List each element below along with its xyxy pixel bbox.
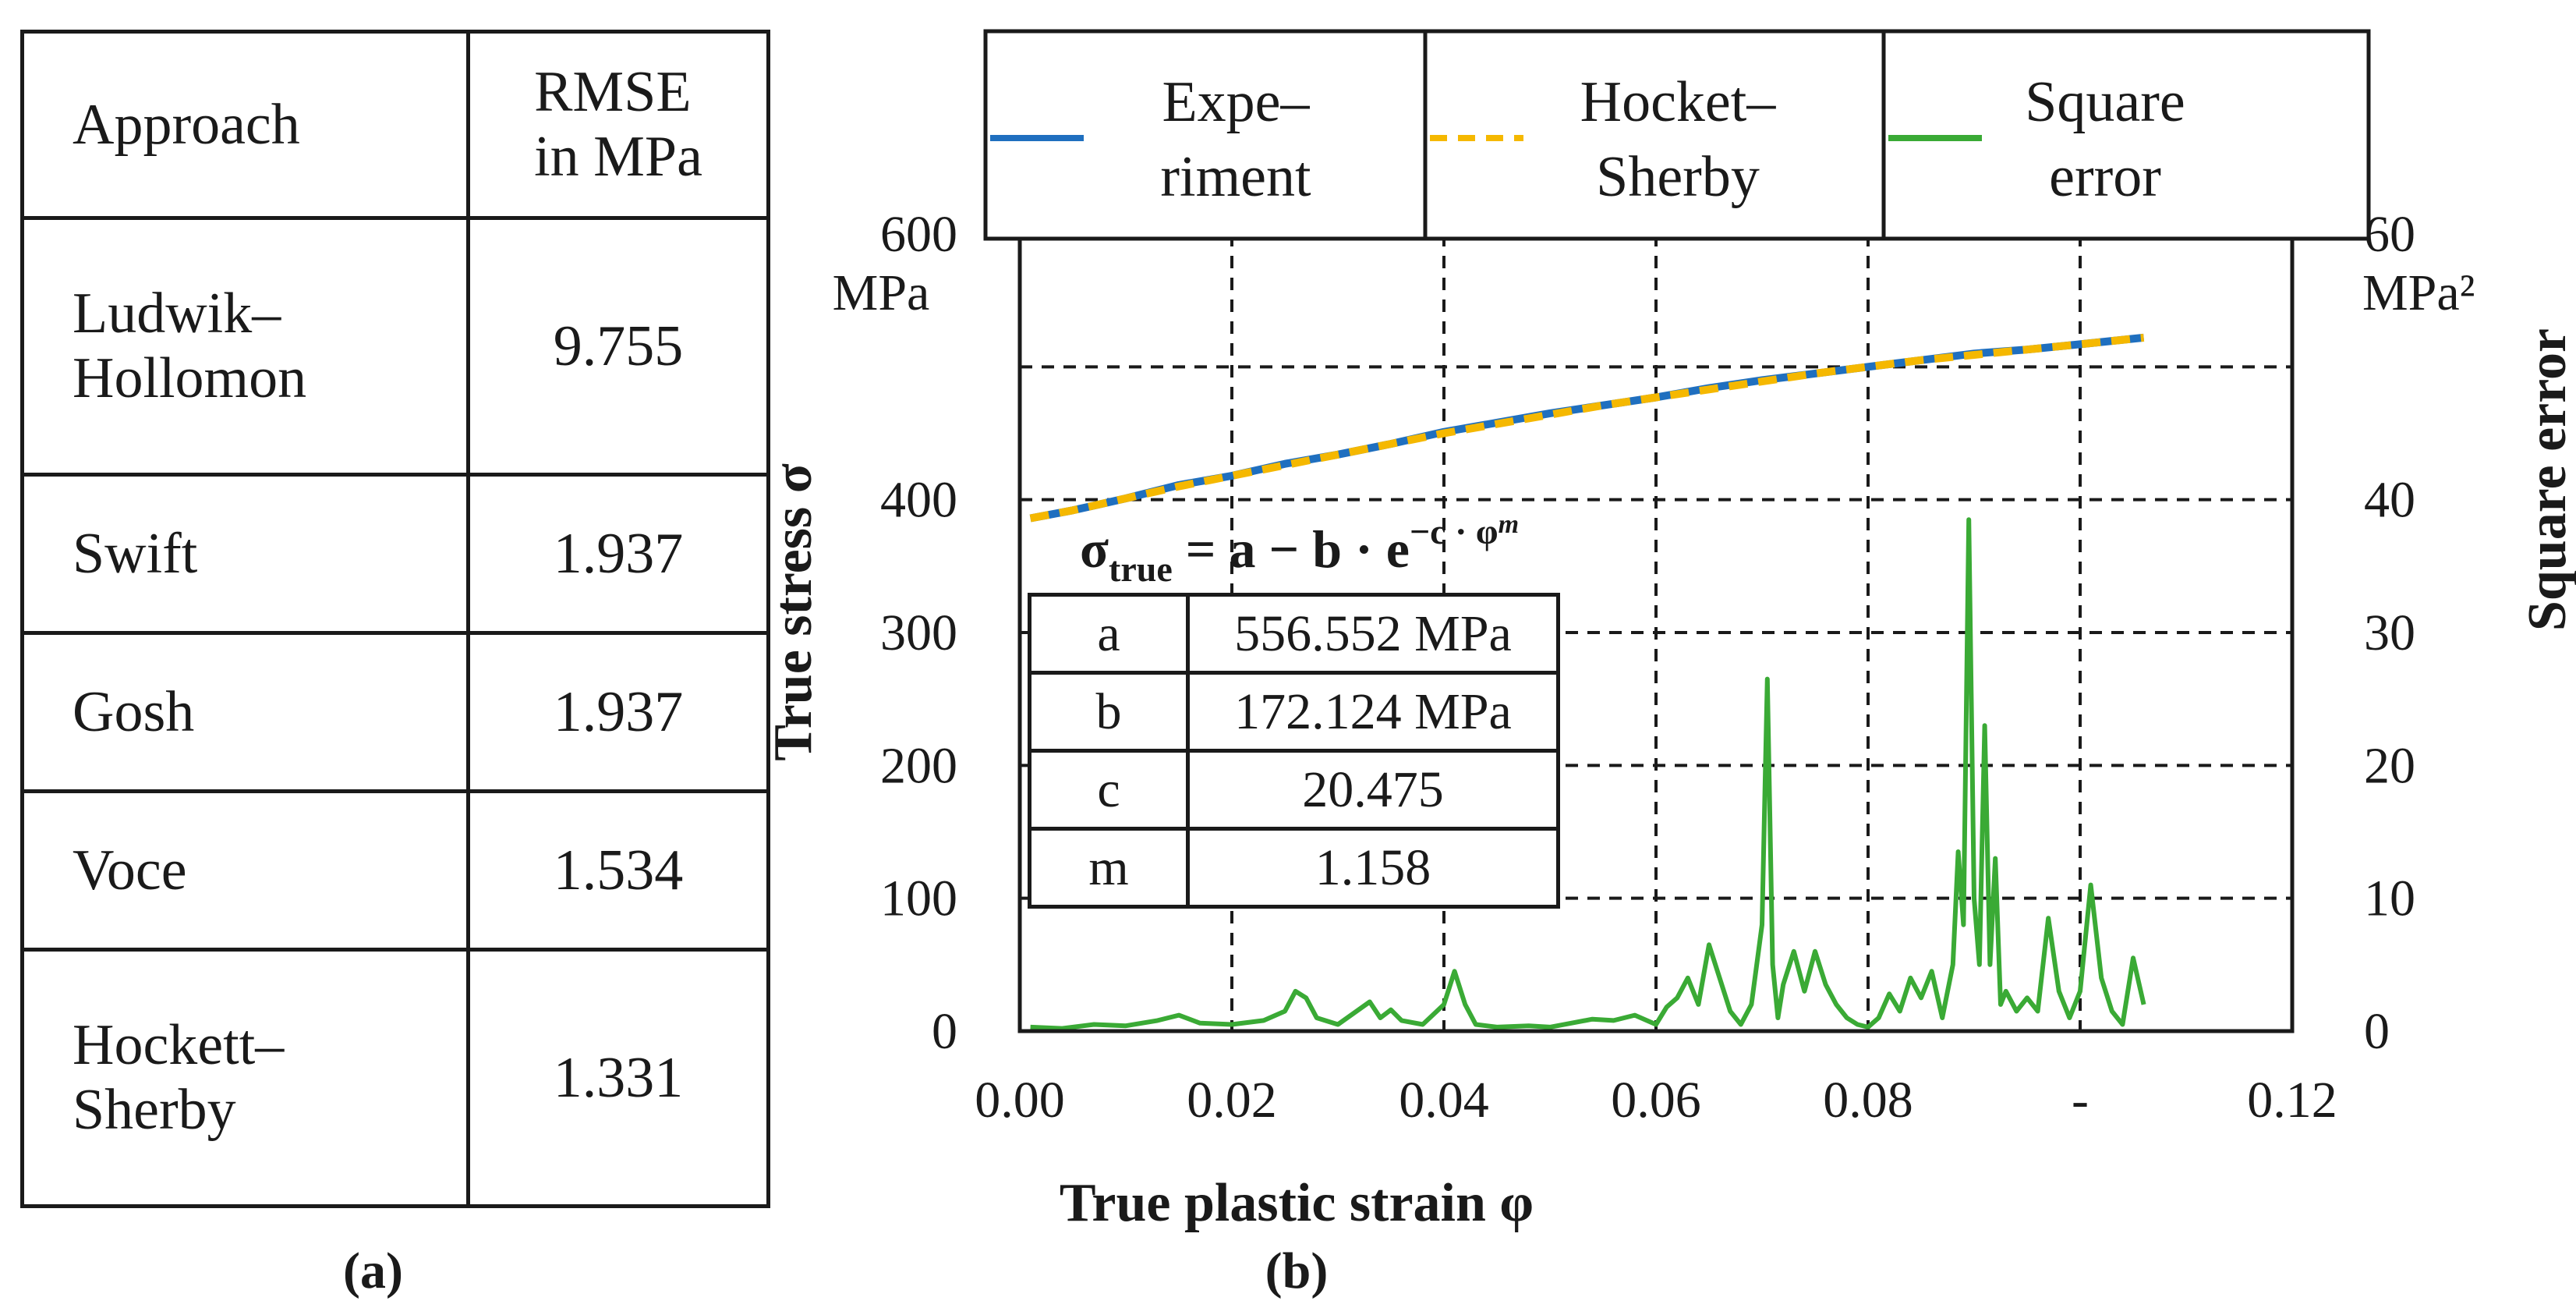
legend-label-hockett-sherby: Hocket– Sherby: [1580, 70, 1777, 209]
equation-exponent: −c · φ: [1410, 512, 1499, 551]
approach-name-line1: Ludwik–: [73, 282, 281, 346]
legend-label-line2: Sherby: [1596, 145, 1760, 209]
y2-tick-label: 30: [2364, 604, 2415, 661]
table-row: Ludwik– Hollomon 9.755: [20, 216, 770, 477]
param-name: m: [1028, 827, 1190, 909]
parameter-table-container: a 556.552 MPa b 172.124 MPa c 20.475 m 1.158: [1028, 593, 1560, 909]
equation-rhs: = a − b · e: [1173, 519, 1410, 579]
approach-name-line2: Hollomon: [73, 346, 307, 410]
rmse-cell: 1.534: [466, 789, 770, 952]
model-equation: σtrue = a − b · e−c · φm: [1080, 510, 1519, 589]
y-tick-label: 200: [880, 737, 957, 794]
x-tick-label: 0.04: [1399, 1072, 1489, 1129]
legend-label-line2: error: [2049, 145, 2161, 209]
y2-tick-label: 20: [2364, 737, 2415, 794]
header-approach-label: Approach: [73, 92, 300, 157]
param-value: 1.158: [1186, 827, 1560, 909]
header-rmse-line2: in MPa: [534, 125, 702, 189]
param-value: 20.475: [1186, 749, 1560, 831]
header-approach: Approach: [20, 30, 470, 220]
legend-label-line1: Expe–: [1162, 70, 1310, 134]
rmse-cell: 1.937: [466, 631, 770, 793]
y2-tick-label: 10: [2364, 870, 2415, 927]
table-header-row: Approach RMSE in MPa: [20, 30, 770, 220]
y-tick-label: 400: [880, 472, 957, 529]
table-row: b 172.124 MPa: [1028, 671, 1560, 753]
x-tick-label: 0.12: [2247, 1072, 2337, 1129]
legend-label-line1: Square: [2025, 70, 2185, 134]
table-row: Gosh 1.937: [20, 631, 770, 793]
approach-cell: Ludwik– Hollomon: [20, 216, 470, 477]
table-row: c 20.475: [1028, 749, 1560, 831]
rmse-cell: 1.937: [466, 473, 770, 635]
x-axis-title: True plastic strain φ: [1060, 1173, 1534, 1233]
approach-cell: Voce: [20, 789, 470, 952]
param-value: 172.124 MPa: [1186, 671, 1560, 753]
approach-name-line1: Hockett–: [73, 1013, 285, 1078]
legend-box: [983, 29, 2371, 241]
series-layer: [1029, 333, 2146, 1031]
table-row: Hockett– Sherby 1.331: [20, 948, 770, 1208]
table-row: a 556.552 MPa: [1028, 593, 1560, 675]
x-tick-label: 0.08: [1823, 1072, 1913, 1129]
param-name: c: [1028, 749, 1190, 831]
left-unit-label: MPa: [833, 264, 930, 321]
legend: Expe– riment Hocket– Sherby Square error: [983, 29, 2371, 241]
x-tick-label: 0.02: [1187, 1072, 1277, 1129]
y2-axis-title: Square error: [2518, 328, 2576, 631]
panel-a-label: (a): [343, 1242, 403, 1299]
y2-tick-label: 40: [2364, 472, 2415, 529]
legend-label-line2: riment: [1160, 145, 1311, 209]
param-name: b: [1028, 671, 1190, 753]
y-axis-title: True stress σ: [763, 463, 823, 761]
x-tick-label: 0.00: [975, 1072, 1065, 1129]
table-row: Voce 1.534: [20, 789, 770, 952]
tick-labels: 0.00 0.02 0.04 0.06 0.08 - 0.12 0 0 100 10 200 20 300…: [880, 206, 2415, 1129]
legend-label-square-error: Square error: [2025, 70, 2185, 209]
right-unit-label: MPa²: [2362, 264, 2475, 321]
series-hockett-sherby: [1029, 333, 2145, 523]
y2-tick-label: 60: [2364, 206, 2415, 263]
y-tick-label: 100: [880, 870, 957, 927]
approach-cell: Gosh: [20, 631, 470, 793]
equation-lhs: σ: [1080, 519, 1109, 579]
y-tick-label: 600: [880, 206, 957, 263]
series-experiment: [1029, 333, 2145, 523]
x-tick-label: 0.06: [1611, 1072, 1701, 1129]
y2-tick-label: 0: [2364, 1003, 2390, 1060]
param-name: a: [1028, 593, 1190, 675]
param-value: 556.552 MPa: [1186, 593, 1560, 675]
legend-label-line1: Hocket–: [1580, 70, 1777, 134]
y-tick-label: 0: [932, 1003, 957, 1060]
parameter-table: a 556.552 MPa b 172.124 MPa c 20.475 m 1.158: [1028, 593, 1560, 909]
approach-name-line2: Sherby: [73, 1078, 236, 1142]
header-rmse-line1: RMSE: [534, 60, 692, 125]
rmse-cell: 9.755: [466, 216, 770, 477]
table-row: Swift 1.937: [20, 473, 770, 635]
header-rmse: RMSE in MPa: [466, 30, 770, 220]
x-tick-label: -: [2072, 1072, 2089, 1129]
panel-b-label: (b): [1265, 1242, 1329, 1299]
equation-exponent-power: m: [1499, 510, 1519, 539]
table-row: m 1.158: [1028, 827, 1560, 909]
rmse-table: Approach RMSE in MPa Ludwik– Hollomon 9.75…: [20, 30, 770, 1208]
approach-cell: Swift: [20, 473, 470, 635]
legend-label-experiment: Expe– riment: [1160, 70, 1311, 209]
approach-cell: Hockett– Sherby: [20, 948, 470, 1208]
y-tick-label: 300: [880, 604, 957, 661]
equation-subscript: true: [1109, 549, 1173, 589]
series-square-error: [1030, 517, 2146, 1031]
rmse-cell: 1.331: [466, 948, 770, 1208]
